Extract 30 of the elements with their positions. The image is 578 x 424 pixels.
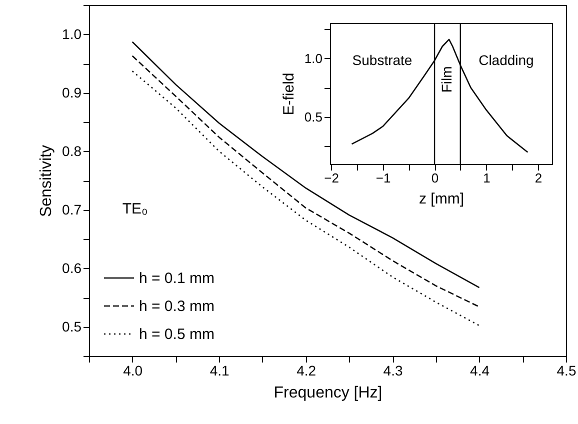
y-axis-title: Sensitivity <box>38 144 56 218</box>
annotation: TE₀ <box>122 200 148 218</box>
y-tick-label: 0.5 <box>62 318 82 334</box>
x-tick-label: −1 <box>376 170 391 186</box>
x-tick-label: 4.3 <box>383 362 403 378</box>
legend-label: h = 0.1 mm <box>139 270 214 287</box>
y-tick-label: 0.9 <box>62 84 82 100</box>
x-tick-label: 0 <box>431 170 439 186</box>
x-axis-title: Frequency [Hz] <box>274 384 382 402</box>
annotation: Substrate <box>352 52 412 68</box>
x-tick-label: −2 <box>324 170 339 186</box>
x-tick-label: 4.5 <box>556 362 576 378</box>
y-axis-title: E-field <box>280 72 298 116</box>
annotation: Film <box>438 66 454 93</box>
x-tick-label: 4.4 <box>470 362 490 378</box>
legend-label: h = 0.5 mm <box>139 326 214 343</box>
y-tick-label: 0.7 <box>62 201 82 218</box>
annotation: Cladding <box>478 52 534 68</box>
x-tick-label: 1 <box>483 170 490 186</box>
x-axis-title: z [mm] <box>419 190 464 208</box>
y-tick-label: 0.8 <box>62 142 82 159</box>
y-tick-label: 1.0 <box>62 26 82 42</box>
y-tick-label: 0.6 <box>62 260 82 276</box>
x-tick-label: 4.0 <box>123 362 143 378</box>
y-tick-label: 1.0 <box>304 50 322 66</box>
legend-label: h = 0.3 mm <box>139 298 214 315</box>
y-tick-label: 0.5 <box>304 110 322 124</box>
x-tick-label: 2 <box>534 170 542 186</box>
x-tick-label: 4.1 <box>210 362 230 378</box>
x-tick-label: 4.2 <box>296 362 316 378</box>
